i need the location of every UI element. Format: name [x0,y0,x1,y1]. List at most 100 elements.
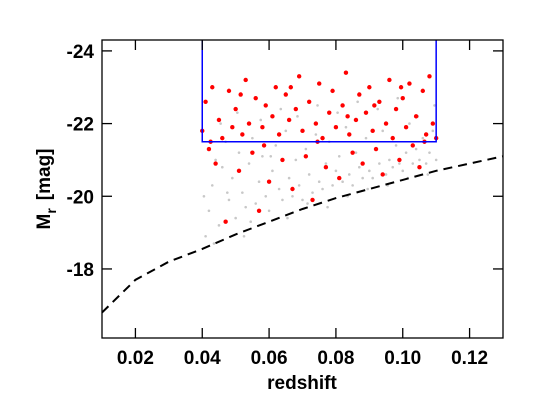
point [390,135,395,141]
point [383,121,389,126]
point [316,104,319,107]
point [253,95,258,101]
point [344,125,348,129]
point [387,77,392,83]
point [243,77,248,83]
point [410,143,415,148]
point [391,165,395,169]
point [380,172,385,177]
point [323,164,329,170]
point [398,162,401,165]
point [216,117,222,123]
point [279,107,283,111]
point [377,99,382,104]
point [237,151,241,154]
point [296,74,302,79]
point [398,85,404,90]
point [384,173,388,176]
point [230,125,235,130]
point [249,220,253,224]
point [420,88,425,94]
point [277,187,281,191]
point [202,194,206,198]
point [393,106,399,112]
y-label-subscript: r [43,208,59,214]
point [283,92,288,97]
y-tick-label: -18 [67,260,94,281]
point [291,194,294,198]
point [350,150,355,155]
point [206,146,212,152]
point [266,179,272,184]
point [271,169,274,173]
point [400,95,405,101]
point [244,205,247,209]
x-tick-label: 0.10 [384,348,421,369]
point [267,209,271,213]
point [370,128,375,134]
point [270,114,275,119]
point [396,96,400,100]
point [321,187,324,191]
point [286,117,292,123]
point [303,154,309,159]
point [341,180,344,184]
point [223,219,228,224]
point [347,132,352,137]
point [394,144,398,147]
point [259,118,263,122]
point [421,136,425,140]
point [317,180,321,184]
y-label-unit: [mag] [34,148,55,200]
point [417,164,422,170]
point [330,88,335,94]
point [314,133,318,136]
point [364,136,368,140]
selection-box [201,40,437,143]
x-tick-label: 0.08 [317,348,354,369]
point [251,136,254,140]
point [257,180,261,184]
point [317,81,322,86]
point [210,184,214,187]
point [204,234,207,238]
point [203,99,208,104]
point [347,173,351,176]
point [343,70,349,75]
y-tick-label: -20 [67,187,94,208]
point [217,224,221,227]
point [424,162,428,165]
x-axis-label: redshift [267,373,337,394]
point [397,157,402,163]
point [301,198,304,202]
x-tick-label: 0.12 [451,348,488,369]
point [388,158,391,162]
point [226,88,232,94]
point [376,107,379,111]
point [368,169,371,173]
point [274,144,278,147]
point [236,111,239,114]
point [426,173,430,176]
point [313,121,319,126]
point [297,184,301,187]
point [286,216,289,220]
point [336,111,339,114]
point [423,132,429,137]
point [407,81,412,86]
point [381,129,385,133]
point [226,191,229,194]
point [427,74,432,79]
point [320,135,325,141]
point [337,154,341,158]
point [430,121,436,126]
point [345,114,350,119]
point [213,161,218,166]
point [431,129,435,133]
point [227,198,231,202]
x-tick-label: 0.02 [117,348,154,369]
point [351,184,354,187]
point [288,85,294,90]
point [273,85,278,90]
point [403,125,409,130]
